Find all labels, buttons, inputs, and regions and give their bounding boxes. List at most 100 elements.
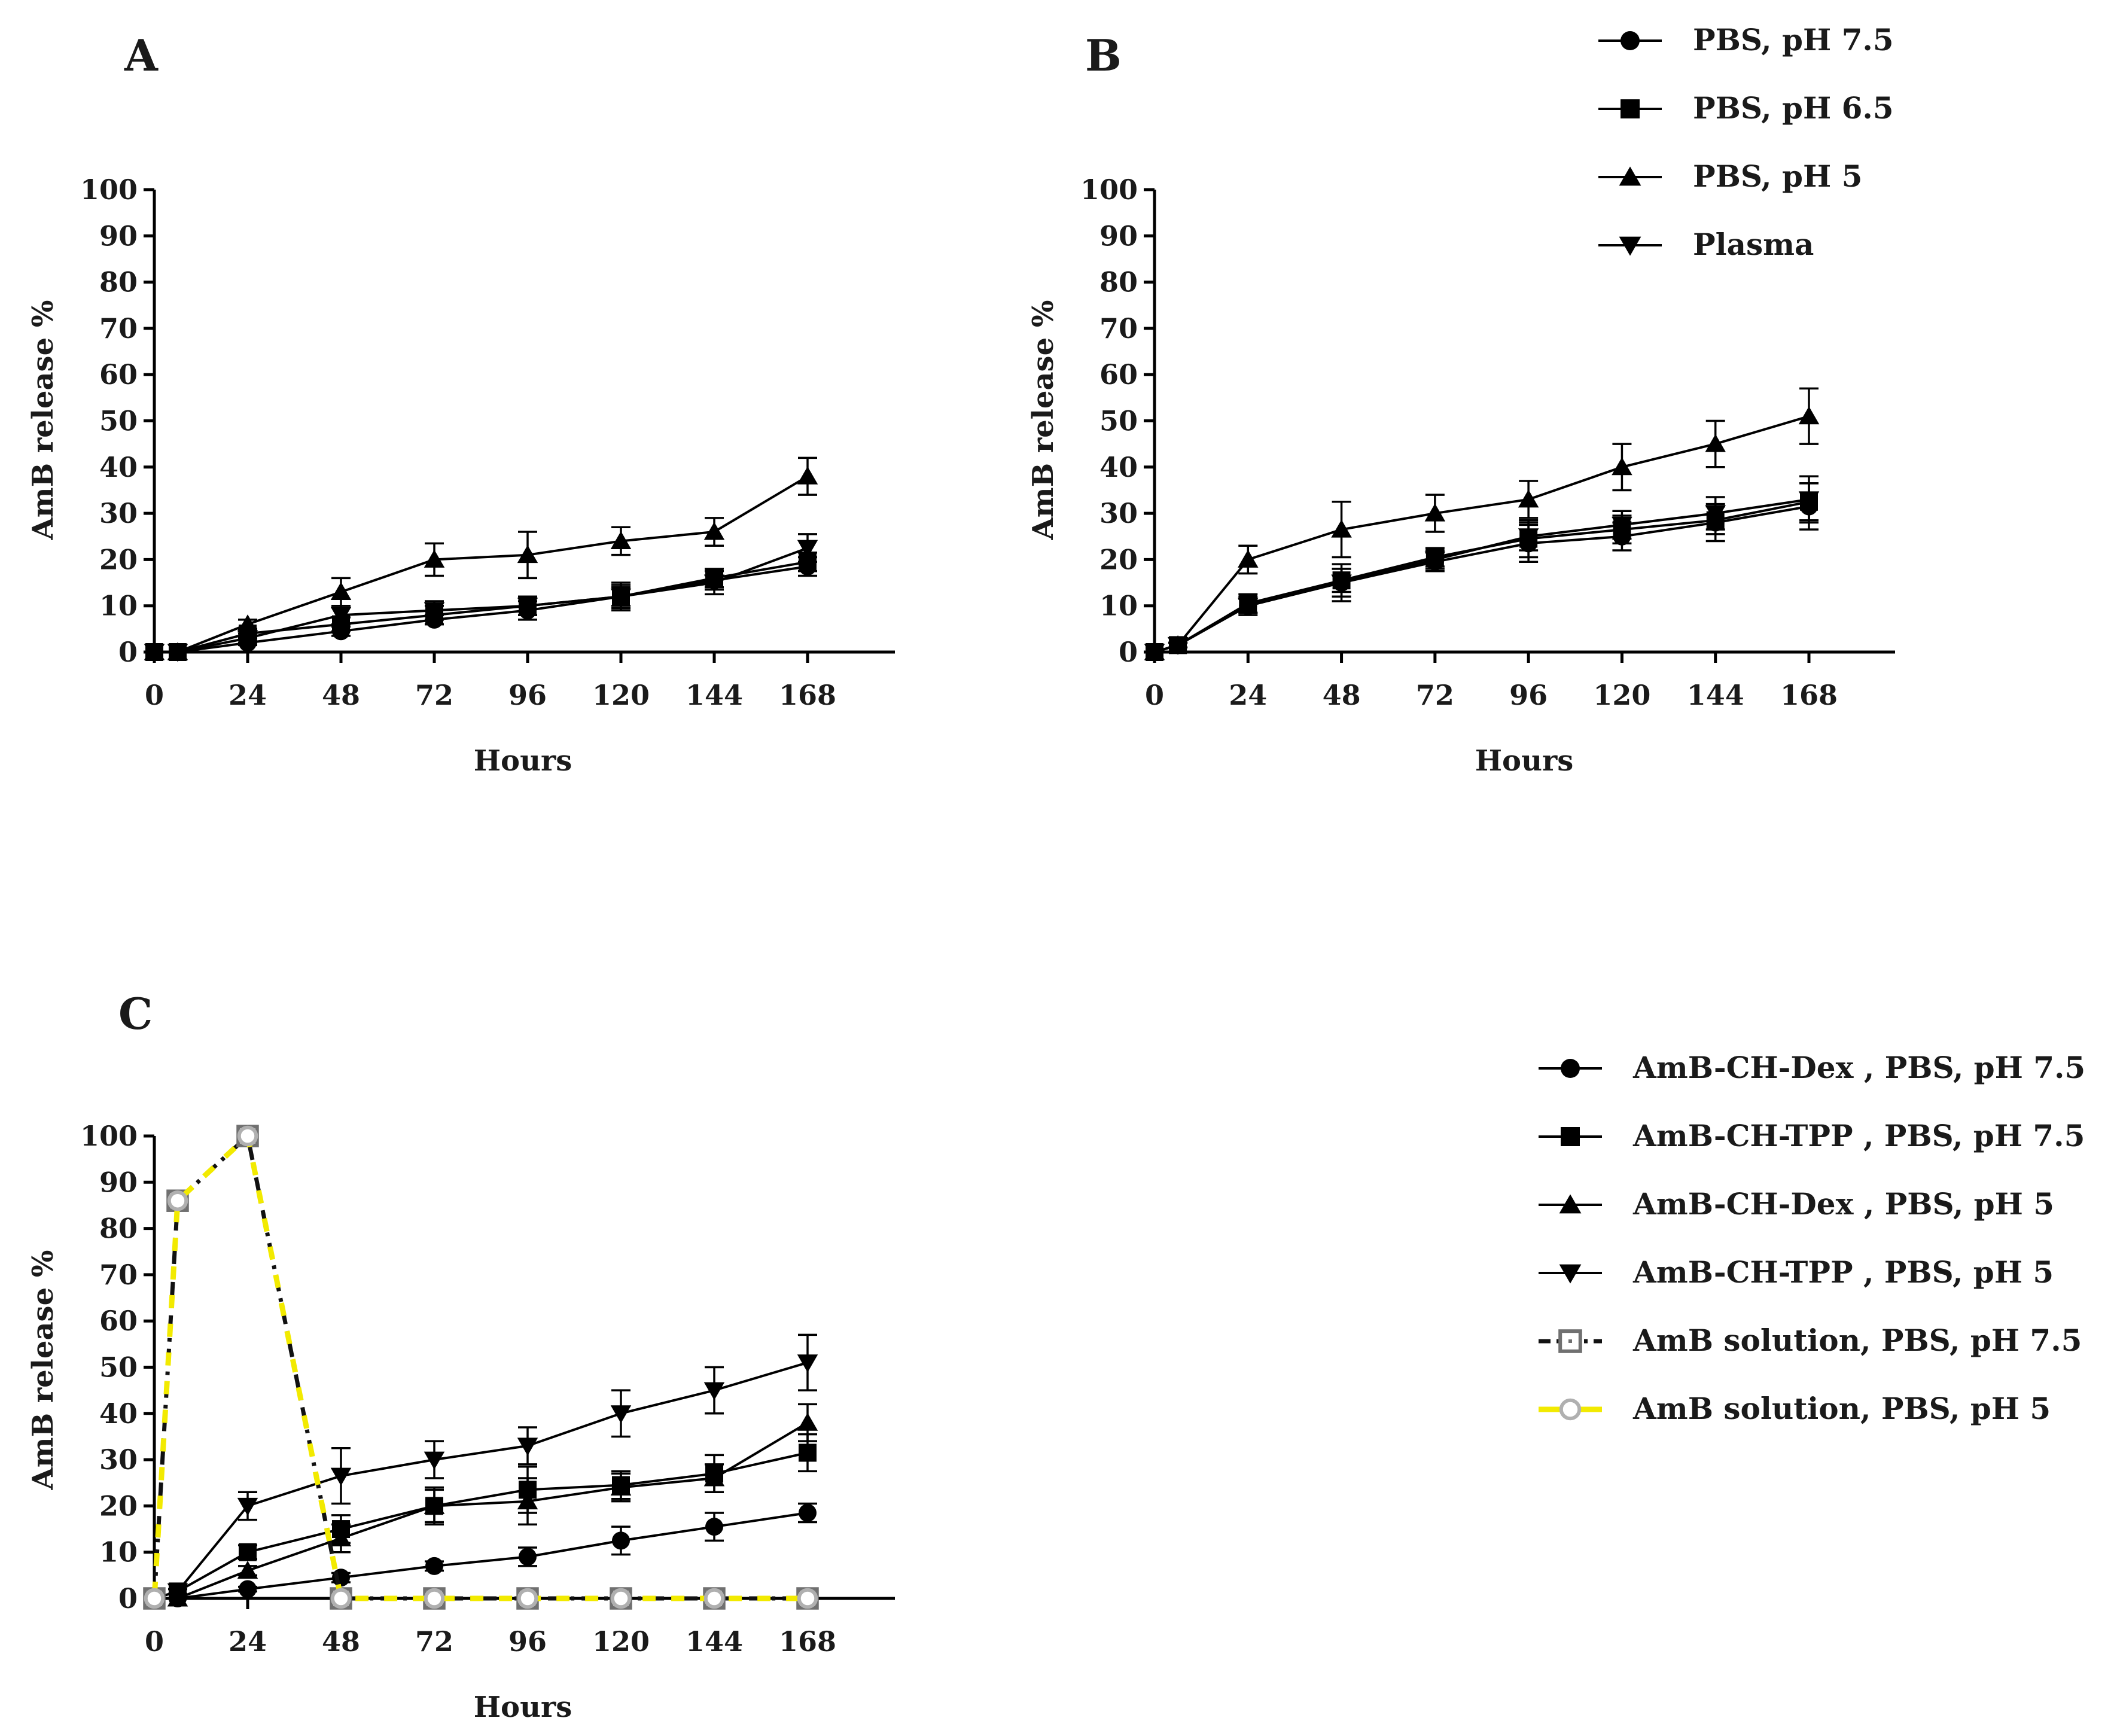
legend-c-item: AmB solution, PBS, pH 5 bbox=[1539, 1391, 2051, 1426]
legend-c-label: AmB solution, PBS, pH 7.5 bbox=[1632, 1323, 2082, 1358]
plot-panel-c: 0 10 20 30 40 50 60 70 80 90 100 0 24 48 72 96 120 144 168 bbox=[80, 1120, 895, 1658]
legend-c-item: AmB solution, PBS, pH 7.5 bbox=[1539, 1323, 2082, 1358]
x-tick-label: 48 bbox=[1323, 679, 1361, 711]
x-tick-label: 96 bbox=[1509, 679, 1548, 711]
legend-c-item: AmB-CH-Dex , PBS, pH 7.5 bbox=[1539, 1050, 2085, 1085]
x-tick-label: 120 bbox=[592, 679, 650, 711]
x-tick-label: 24 bbox=[229, 679, 267, 711]
data-point bbox=[517, 1437, 538, 1456]
data-point bbox=[1424, 551, 1446, 569]
y-tick-label: 10 bbox=[99, 590, 138, 622]
x-tick-label: 168 bbox=[779, 1625, 836, 1658]
data-point bbox=[610, 1405, 632, 1424]
legend-c-item: AmB-CH-Dex , PBS, pH 5 bbox=[1539, 1186, 2054, 1222]
legend-ab-marker-0 bbox=[1598, 31, 1662, 50]
panel-label-b: B bbox=[1085, 30, 1122, 81]
data-point bbox=[330, 1467, 352, 1486]
data-point bbox=[1518, 489, 1539, 508]
data-point bbox=[517, 1588, 538, 1609]
x-tick-label: 96 bbox=[508, 1625, 547, 1658]
y-tick-label: 80 bbox=[1099, 266, 1138, 299]
data-point bbox=[610, 531, 632, 549]
y-tick-label: 10 bbox=[99, 1536, 138, 1569]
data-point bbox=[1238, 598, 1259, 616]
data-point bbox=[1798, 491, 1820, 510]
data-point bbox=[517, 1491, 538, 1510]
x-tick-label: 0 bbox=[145, 679, 164, 711]
series-open-circle bbox=[144, 1125, 818, 1609]
legend-ab-label: PBS, pH 7.5 bbox=[1693, 22, 1894, 57]
legend-ab-label: PBS, pH 5 bbox=[1693, 159, 1862, 194]
legend-ab-item: PBS, pH 5 bbox=[1598, 159, 1862, 194]
data-point bbox=[703, 574, 725, 593]
y-tick-label: 100 bbox=[1080, 173, 1138, 206]
legend-symbol bbox=[1619, 166, 1641, 186]
y-tick-label: 70 bbox=[1099, 312, 1138, 345]
y-tick-label: 90 bbox=[99, 1166, 138, 1198]
y-tick-label: 20 bbox=[99, 543, 138, 575]
data-point bbox=[703, 1588, 725, 1609]
legend-c-label: AmB-CH-Dex , PBS, pH 7.5 bbox=[1632, 1050, 2085, 1085]
data-point bbox=[797, 466, 818, 485]
data-point bbox=[519, 1548, 537, 1566]
data-point bbox=[424, 1496, 445, 1514]
data-point bbox=[167, 644, 188, 662]
legend-ab-item: PBS, pH 7.5 bbox=[1598, 22, 1894, 57]
data-point bbox=[144, 644, 165, 662]
y-tick-label: 60 bbox=[99, 358, 138, 391]
legend-ab-label: Plasma bbox=[1693, 227, 1814, 262]
legend-symbol bbox=[1561, 1059, 1580, 1078]
series-circle bbox=[145, 1502, 817, 1607]
data-point bbox=[799, 1503, 817, 1522]
data-point bbox=[1798, 406, 1820, 425]
legend-c-label: AmB-CH-TPP , PBS, pH 7.5 bbox=[1632, 1118, 2085, 1153]
data-point bbox=[517, 598, 538, 616]
legend-symbol bbox=[1561, 1127, 1580, 1146]
data-point bbox=[1612, 457, 1632, 476]
legend-ab-marker-2 bbox=[1598, 166, 1662, 186]
data-point bbox=[237, 1561, 258, 1579]
x-tick-label: 168 bbox=[1780, 679, 1838, 711]
y-tick-label: 40 bbox=[99, 1397, 138, 1430]
data-point bbox=[237, 630, 258, 648]
data-point bbox=[1331, 519, 1352, 538]
legend-symbol bbox=[1558, 1329, 1582, 1353]
y-tick-label: 60 bbox=[99, 1305, 138, 1337]
data-point bbox=[1705, 505, 1726, 523]
data-point bbox=[239, 1543, 257, 1561]
y-tick-label: 40 bbox=[99, 451, 138, 483]
y-tick-label: 0 bbox=[118, 636, 138, 668]
x-tick-label: 72 bbox=[415, 679, 453, 711]
data-point bbox=[610, 1588, 632, 1609]
series-triangle-up bbox=[1144, 387, 1820, 660]
data-point bbox=[1144, 644, 1165, 662]
data-point bbox=[1612, 516, 1632, 535]
x-tick-label: 48 bbox=[322, 679, 360, 711]
x-tick-label: 24 bbox=[229, 1625, 267, 1658]
x-tick-label: 72 bbox=[415, 1625, 453, 1658]
data-point bbox=[424, 549, 445, 568]
y-tick-label: 0 bbox=[118, 1582, 138, 1615]
y-tick-label: 70 bbox=[99, 312, 138, 345]
data-point bbox=[167, 1190, 188, 1211]
y-axis-title-c: AmB release % bbox=[26, 1250, 60, 1491]
legend-c-marker-2 bbox=[1539, 1194, 1602, 1214]
y-tick-label: 90 bbox=[99, 220, 138, 252]
x-tick-label: 120 bbox=[1593, 679, 1650, 711]
data-point bbox=[799, 1443, 817, 1462]
data-point bbox=[797, 1588, 818, 1609]
plot-panel-b: 0 10 20 30 40 50 60 70 80 90 100 0 24 48 72 96 120 144 168 bbox=[1080, 173, 1895, 711]
y-axis-title-b: AmB release % bbox=[1027, 300, 1060, 541]
data-point bbox=[797, 1412, 818, 1431]
x-tick-label: 120 bbox=[592, 1625, 650, 1658]
data-point bbox=[330, 1588, 352, 1609]
data-point bbox=[612, 1531, 630, 1550]
legend-c-marker-1 bbox=[1539, 1127, 1602, 1146]
x-tick-label: 24 bbox=[1229, 679, 1267, 711]
data-point bbox=[517, 545, 538, 564]
legend-c-marker-3 bbox=[1539, 1264, 1602, 1284]
y-tick-label: 0 bbox=[1119, 636, 1138, 668]
legend-c-label: AmB solution, PBS, pH 5 bbox=[1632, 1391, 2051, 1426]
data-point bbox=[703, 522, 725, 540]
legend-c-label: AmB-CH-TPP , PBS, pH 5 bbox=[1632, 1254, 2054, 1290]
